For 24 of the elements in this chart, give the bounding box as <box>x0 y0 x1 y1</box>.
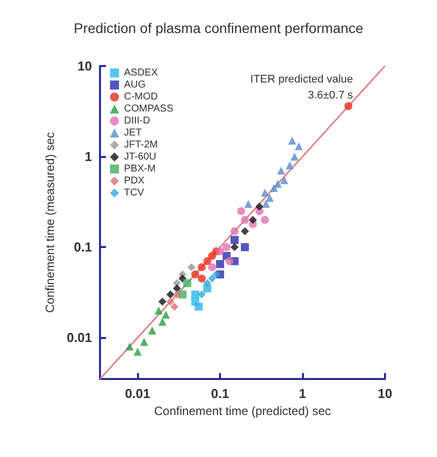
y-tick-label: 0.1 <box>74 240 92 255</box>
chart-title: Prediction of plasma confinement performance <box>74 20 364 36</box>
legend-label: ASDEX <box>124 68 158 78</box>
y-tick-label: 0.01 <box>66 330 92 346</box>
x-tick-label: 10 <box>378 386 392 401</box>
y-axis-title: Confinement time (measured) sec <box>42 132 57 313</box>
legend-label: C-MOD <box>124 92 158 102</box>
x-tick-label: 0.01 <box>124 386 150 401</box>
y-tick-label: 10 <box>78 58 92 74</box>
x-axis-title: Confinement time (predicted) sec <box>154 404 331 418</box>
y-tick-label: 1 <box>84 149 92 164</box>
legend-label: JT-60U <box>124 152 156 162</box>
legend-label: TCV <box>124 188 144 198</box>
legend-label: PBX-M <box>124 164 156 174</box>
annotation: ITER predicted value <box>250 74 353 86</box>
x-tick-label: 0.1 <box>211 386 230 401</box>
legend-label: DIII-D <box>124 116 150 126</box>
legend-label: PDX <box>124 176 145 186</box>
annotation: 3.6±0.7 s <box>308 90 354 102</box>
legend-label: JET <box>124 128 142 138</box>
legend-label: AUG <box>124 80 146 90</box>
legend-label: JFT-2M <box>124 140 158 150</box>
x-tick-label: 1 <box>298 386 306 401</box>
legend-label: COMPASS <box>124 104 174 114</box>
